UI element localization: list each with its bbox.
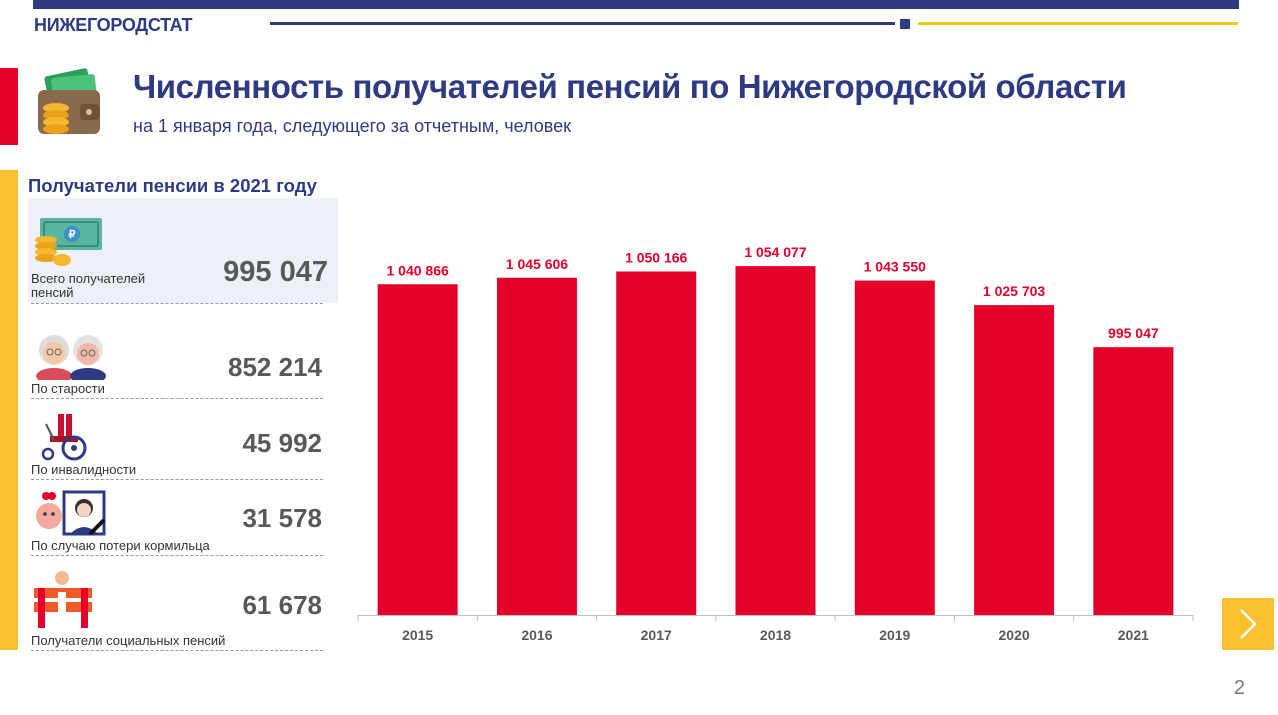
x-tick-label: 2021 xyxy=(1118,627,1149,643)
page-number: 2 xyxy=(1233,677,1245,699)
data-label: 995 047 xyxy=(1108,325,1159,341)
total-value: 995 047 xyxy=(223,256,328,288)
section-title: Получатели пенсии в 2021 году xyxy=(28,175,317,196)
category-label: По случаю потери кормильца xyxy=(31,538,210,553)
bar-2019 xyxy=(854,280,935,615)
x-tick-label: 2019 xyxy=(879,627,910,643)
title-accent-bar xyxy=(0,68,18,145)
orphan-icon xyxy=(32,490,106,541)
category-value: 61 678 xyxy=(242,590,322,620)
divider xyxy=(31,303,323,304)
total-label-line2: пенсий xyxy=(31,285,74,300)
header-line xyxy=(270,22,895,25)
data-label: 1 043 550 xyxy=(864,259,926,275)
chevron-right-icon xyxy=(1240,609,1257,639)
wallet-icon xyxy=(34,66,104,143)
wheelchair-icon xyxy=(36,410,90,467)
data-label: 1 040 866 xyxy=(386,262,448,278)
bar-2020 xyxy=(974,305,1055,615)
page-subtitle: на 1 января года, следующего за отчетным… xyxy=(133,116,571,136)
bar-2018 xyxy=(735,266,816,615)
category-value: 45 992 xyxy=(242,428,322,458)
next-slide-button[interactable] xyxy=(1222,598,1274,650)
x-tick-label: 2016 xyxy=(521,627,552,643)
bar-2016 xyxy=(496,277,577,615)
data-label: 1 025 703 xyxy=(983,283,1045,299)
brand-logo-text: НИЖЕГОРОДСТАТ xyxy=(34,15,193,35)
money-icon: ₽ xyxy=(32,216,104,275)
page-title: Численность получателей пенсий по Нижего… xyxy=(133,68,1127,105)
category-label: По старости xyxy=(31,381,105,396)
divider xyxy=(31,555,323,556)
header-square xyxy=(900,19,910,29)
social-support-icon xyxy=(32,570,94,635)
total-label: Всего получателей пенсий xyxy=(31,272,145,300)
x-tick-label: 2017 xyxy=(641,627,672,643)
total-card xyxy=(28,198,338,303)
x-tick-label: 2018 xyxy=(760,627,791,643)
divider xyxy=(31,398,323,399)
svg-text:₽: ₽ xyxy=(69,229,76,241)
data-label: 1 045 606 xyxy=(506,256,568,272)
divider xyxy=(31,650,323,651)
category-value: 852 214 xyxy=(228,352,322,382)
category-label: По инвалидности xyxy=(31,462,137,477)
data-label: 1 050 166 xyxy=(625,250,687,266)
header-line-yellow xyxy=(918,22,1238,25)
divider xyxy=(31,479,323,480)
bar-2015 xyxy=(377,284,458,615)
bar-2017 xyxy=(616,271,697,615)
sidebar-accent-bar xyxy=(0,170,18,650)
top-bar xyxy=(33,0,1239,9)
data-label: 1 054 077 xyxy=(744,244,806,260)
category-value: 31 578 xyxy=(242,503,322,533)
x-tick-label: 2020 xyxy=(998,627,1029,643)
bar-2021 xyxy=(1093,347,1174,615)
elderly-couple-icon xyxy=(34,328,108,385)
total-label-line1: Всего получателей xyxy=(31,271,146,286)
x-tick-label: 2015 xyxy=(402,627,433,643)
category-label: Получатели социальных пенсий xyxy=(31,633,226,648)
